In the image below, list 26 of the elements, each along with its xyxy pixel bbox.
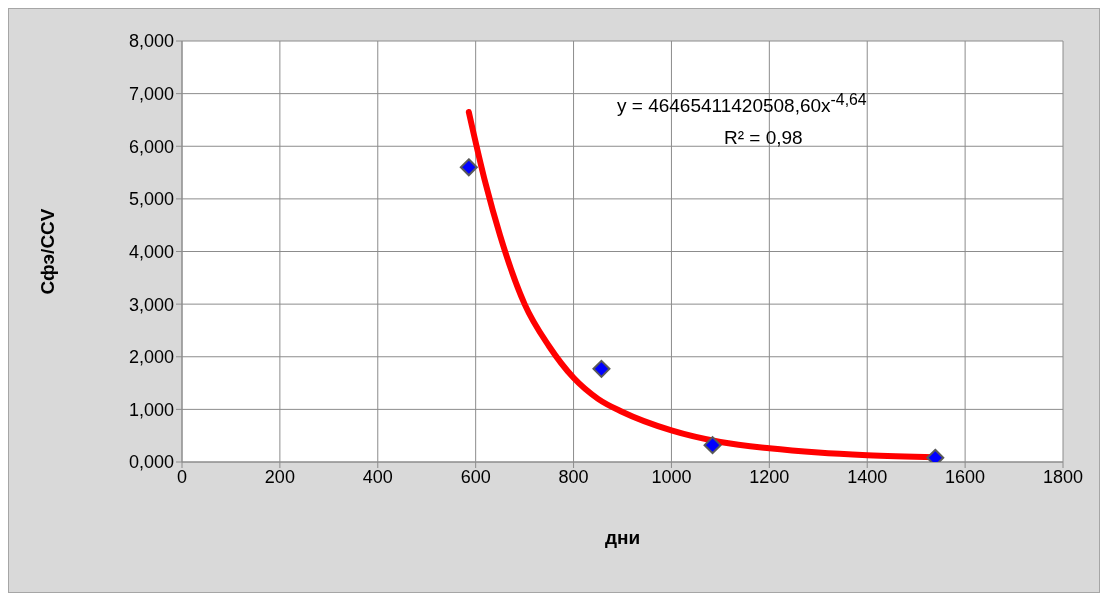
x-tick-label: 0: [176, 466, 188, 487]
annotation: R² = 0,98: [724, 127, 803, 149]
x-tick-label: 1000: [651, 466, 692, 487]
point: [703, 436, 722, 455]
x-tick-label: 400: [362, 466, 393, 487]
y-tick-label: 8,000: [128, 31, 174, 52]
y-tick-label: 1,000: [128, 399, 174, 420]
x-tick-label: 600: [460, 466, 491, 487]
x-tick-label: 1400: [847, 466, 888, 487]
y-tick-label: 4,000: [128, 241, 174, 262]
x-tick-label: 200: [264, 466, 295, 487]
x-axis-title: дни: [604, 527, 641, 548]
y-tick-label: 5,000: [128, 189, 174, 210]
y-tick-label: 6,000: [128, 136, 174, 157]
y-tick-label: 2,000: [128, 347, 174, 368]
point: [459, 158, 478, 177]
y-tick-label: 3,000: [128, 294, 174, 315]
x-tick-label: 1600: [945, 466, 986, 487]
x-tick-label: 800: [558, 466, 589, 487]
y-tick-label: 7,000: [128, 84, 174, 105]
x-tick-label: 1200: [749, 466, 790, 487]
y-tick-label: 0,000: [128, 452, 174, 473]
point: [592, 359, 611, 378]
x-tick-label: 1800: [1042, 466, 1084, 487]
annotation: y = 46465411420508,60x$^{-4,64}$: [617, 91, 867, 118]
y-axis-title: Сфэ/CCV: [36, 208, 58, 295]
